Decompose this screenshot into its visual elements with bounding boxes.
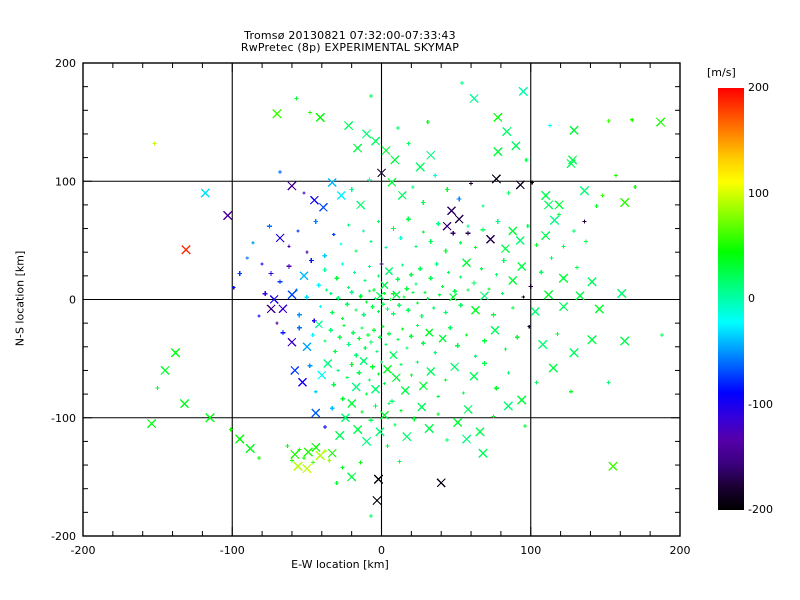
svg-text:100: 100: [55, 175, 76, 188]
svg-text:0: 0: [69, 294, 76, 307]
axis-frame: [82, 62, 681, 537]
svg-text:0: 0: [378, 544, 385, 557]
svg-text:200: 200: [55, 57, 76, 70]
colorbar-tick-100: 100: [748, 186, 769, 200]
plot-title-line2: RwPretec (8p) EXPERIMENTAL SKYMAP: [240, 41, 460, 54]
colorbar-tick-200: 200: [748, 81, 769, 94]
y-axis-label: N-S location [km]: [13, 250, 27, 347]
x-axis-label: E-W location [km]: [291, 558, 389, 571]
data-points: [146, 81, 666, 518]
svg-text:200: 200: [670, 544, 691, 557]
tick-labels: -200 -100 0 100 200 -200 -100 0 100 200: [51, 57, 690, 557]
colorbar-unit-label: [m/s]: [707, 66, 736, 79]
svg-text:100: 100: [520, 544, 541, 557]
svg-text:-200: -200: [51, 530, 76, 543]
svg-text:-100: -100: [220, 544, 245, 557]
svg-text:-100: -100: [51, 412, 76, 425]
colorbar-tick-0: 0: [748, 292, 755, 305]
svg-text:-200: -200: [71, 544, 96, 557]
gridlines: [83, 63, 680, 536]
plot-title-line1: Tromsø 20130821 07:32:00-07:33:43: [244, 29, 456, 42]
colorbar-tick--100: -100: [748, 397, 773, 411]
colorbar-tick--200: -200: [748, 503, 773, 516]
